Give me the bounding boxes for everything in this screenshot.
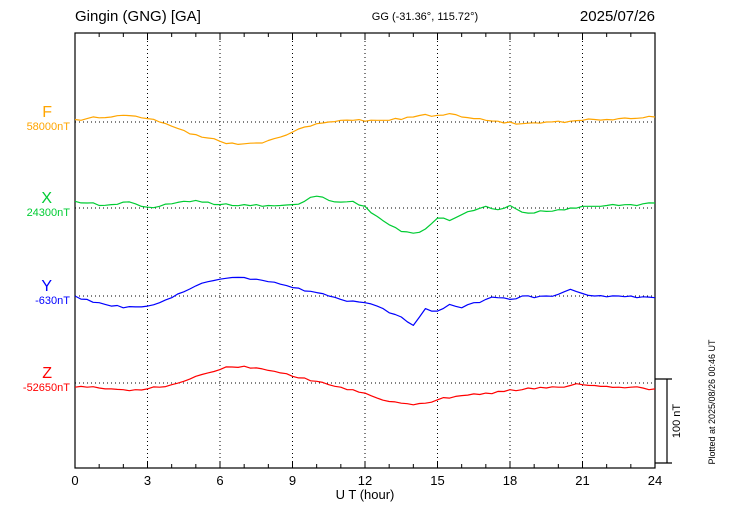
x-tick-label-3: 3 (144, 473, 151, 488)
trace-F (74, 113, 656, 145)
axis-ticks (74, 33, 656, 468)
scale-bar-label: 100 nT (671, 403, 683, 439)
x-tick-label-9: 9 (289, 473, 296, 488)
trace-Y (74, 276, 656, 326)
series-baseline-value-F: 58000nT (26, 121, 70, 133)
x-axis-label: U T (hour) (335, 487, 395, 502)
x-tick-label-0: 0 (71, 473, 78, 488)
series-baseline-value-X: 24300nT (26, 207, 70, 219)
x-tick-label-21: 21 (575, 473, 589, 488)
x-tick-label-6: 6 (216, 473, 223, 488)
x-tick-label-12: 12 (358, 473, 372, 488)
series-label-X: X 24300nT (0, 191, 70, 219)
plotted-at-label: Plotted at 2025/08/26 00:46 UT (707, 339, 717, 465)
plot-border (74, 32, 656, 469)
scale-bar (655, 378, 672, 464)
series-label-Z: Z -52650nT (0, 366, 70, 394)
x-tick-label-15: 15 (430, 473, 444, 488)
x-tick-label-18: 18 (503, 473, 517, 488)
series-baseline-value-Z: -52650nT (22, 382, 70, 394)
grid-lines (75, 33, 655, 468)
series-label-Y: Y -630nT (0, 279, 70, 307)
x-tick-label-24: 24 (648, 473, 662, 488)
series-baseline-value-Y: -630nT (35, 295, 70, 307)
trace-X (74, 195, 656, 234)
series-letter-Y: Y (41, 278, 52, 295)
station-coordinates: GG (-31.36°, 115.72°) (371, 11, 479, 23)
series-label-F: F 58000nT (0, 105, 70, 133)
series-letter-X: X (41, 190, 52, 207)
series-letter-Z: Z (42, 365, 52, 382)
station-title: Gingin (GNG) [GA] (75, 8, 201, 25)
trace-Z (74, 365, 656, 406)
x-tick-labels: 0 3 6 9 12 15 18 21 24 (71, 473, 662, 488)
plot-date: 2025/07/26 (579, 8, 655, 25)
series-letter-F: F (42, 104, 52, 121)
